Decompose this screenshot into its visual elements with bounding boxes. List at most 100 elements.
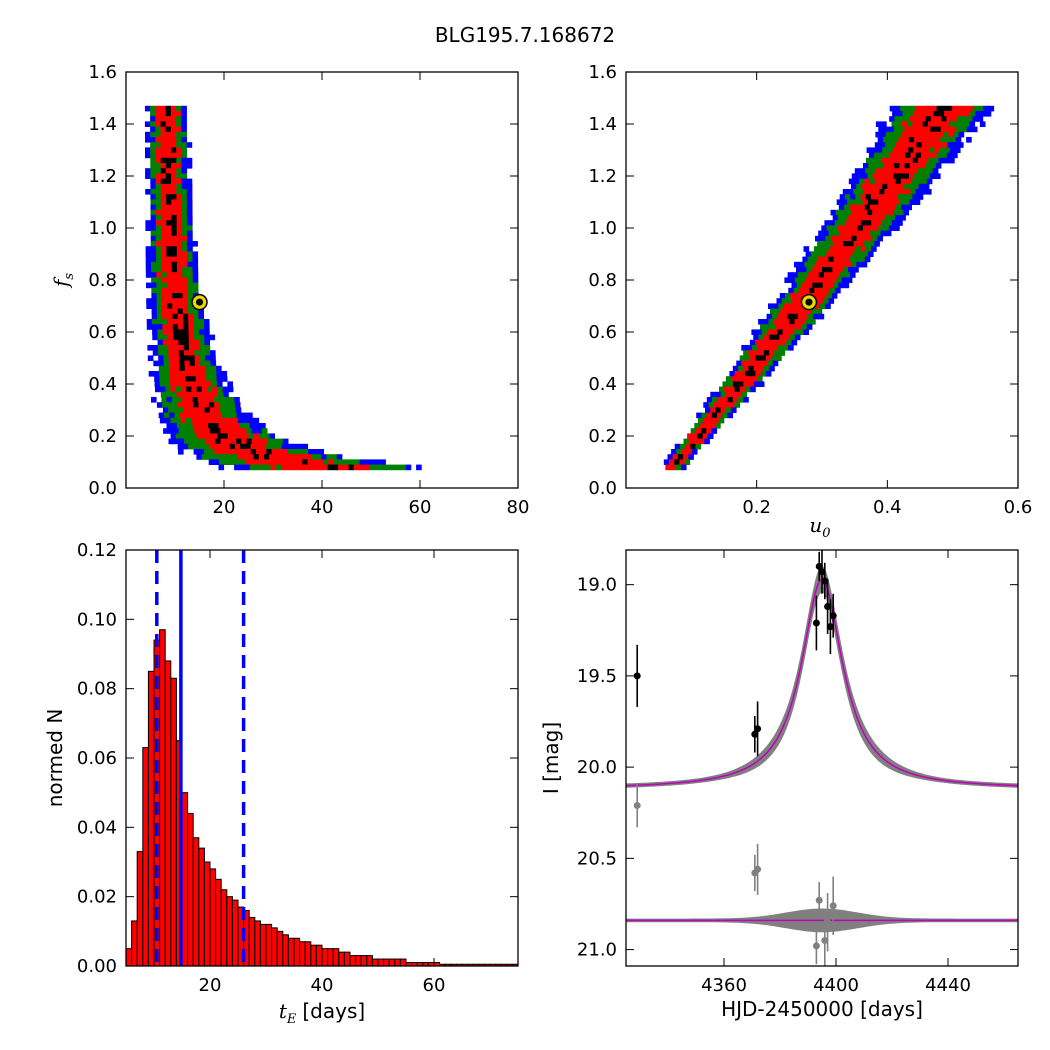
map-cell [792, 272, 799, 278]
map-cell [825, 235, 831, 242]
map-cell [188, 324, 194, 330]
map-cell [708, 402, 715, 408]
map-cell [161, 303, 168, 309]
map-cell [722, 412, 728, 419]
map-cell [788, 303, 795, 309]
map-cell [165, 417, 171, 424]
map-cell [181, 241, 188, 247]
map-cell [168, 345, 174, 351]
map-cell [160, 142, 167, 148]
map-cell [166, 397, 173, 403]
map-cell [176, 157, 182, 164]
map-cell [758, 381, 765, 387]
map-cell [177, 298, 183, 304]
map-cell [768, 334, 775, 341]
map-cell [768, 319, 775, 325]
map-cell [847, 251, 853, 257]
map-cell [951, 116, 958, 122]
map-cell [897, 220, 903, 226]
map-cell [690, 428, 697, 434]
map-cell [793, 329, 799, 335]
map-cell [210, 438, 216, 445]
map-cell [844, 204, 850, 211]
map-cell [898, 209, 904, 216]
map-cell [884, 152, 891, 159]
map-cell [983, 105, 989, 112]
map-cell [206, 381, 213, 387]
map-cell [155, 241, 162, 247]
map-cell [896, 204, 902, 211]
axis-label: u0 [809, 513, 830, 541]
map-cell [761, 329, 768, 335]
map-cell [841, 277, 848, 283]
axis-label: tE [days] [279, 999, 365, 1027]
map-cell [300, 454, 306, 460]
map-cell [727, 381, 734, 387]
map-cell [970, 111, 976, 117]
map-cell [781, 339, 787, 346]
map-cell [671, 449, 677, 455]
map-cell [782, 313, 788, 320]
map-cell [237, 417, 244, 424]
map-cell [151, 277, 157, 283]
histogram-bar [349, 955, 357, 967]
map-cell [902, 157, 908, 164]
map-cell [217, 433, 223, 439]
map-cell [810, 319, 816, 325]
map-cell [290, 454, 296, 460]
x-tick-label: 0.4 [873, 497, 902, 518]
map-cell [223, 391, 229, 398]
map-cell [867, 235, 873, 242]
map-cell [745, 386, 751, 393]
map-cell [889, 189, 896, 195]
map-cell [156, 293, 163, 299]
map-cell [915, 116, 921, 122]
map-cell [926, 142, 933, 148]
map-cell [177, 277, 183, 283]
map-cell [224, 449, 231, 455]
panel-light-curve: 4360 4400 444019.019.520.020.521.0HJD-2450… [539, 549, 1019, 1021]
map-cell [966, 126, 973, 133]
map-cell [301, 464, 308, 471]
map-cell [923, 147, 930, 153]
map-cell [880, 204, 886, 211]
map-cell [731, 376, 737, 382]
map-cell [869, 178, 876, 185]
y-tick-label: 1.6 [588, 62, 617, 83]
map-cell [920, 116, 926, 122]
map-cell [354, 459, 360, 465]
map-cell [201, 381, 207, 387]
map-cell [160, 163, 167, 169]
map-cell [154, 381, 161, 387]
map-cell [854, 256, 860, 263]
map-cell [890, 178, 896, 185]
map-cell [862, 199, 869, 205]
map-cell [238, 433, 244, 439]
map-cell [969, 121, 976, 127]
map-cell [198, 329, 205, 335]
map-cell [929, 147, 935, 153]
map-cell [343, 464, 349, 471]
map-cell [170, 111, 177, 117]
map-cell [204, 339, 210, 346]
map-cell [967, 116, 973, 122]
map-cell [176, 230, 183, 237]
x-tick-label: 40 [311, 975, 334, 996]
map-cell [923, 157, 929, 164]
map-cell [911, 178, 917, 185]
map-cell [922, 121, 929, 127]
map-cell [230, 407, 237, 413]
map-cell [204, 350, 211, 356]
y-tick-label: 1.4 [588, 114, 617, 135]
map-cell [850, 246, 856, 252]
map-cell [155, 199, 162, 205]
map-cell [796, 324, 802, 330]
map-cell [183, 345, 190, 351]
map-cell [806, 267, 812, 273]
map-cell [161, 267, 167, 273]
map-cell [823, 256, 829, 263]
map-cell [893, 126, 900, 133]
map-cell [181, 235, 188, 242]
map-cell [310, 454, 317, 460]
map-cell [837, 241, 844, 247]
